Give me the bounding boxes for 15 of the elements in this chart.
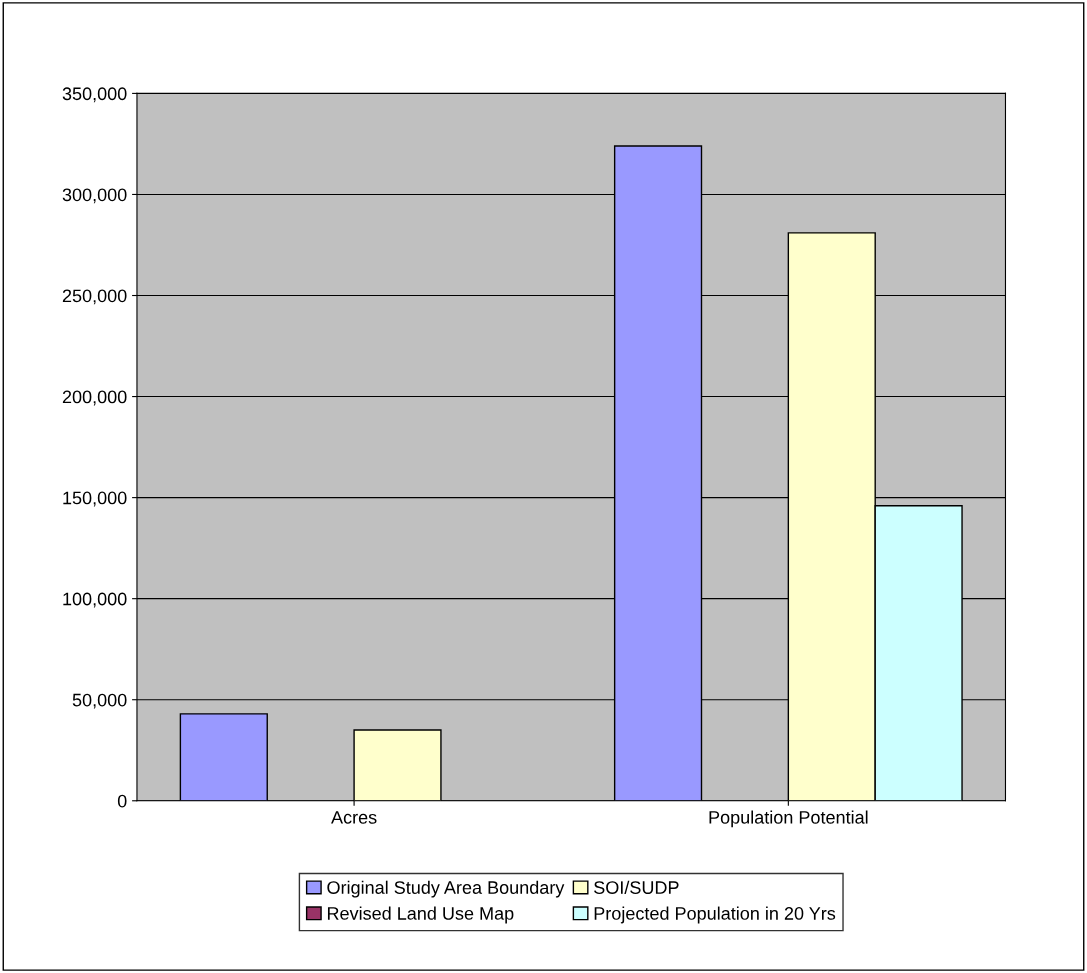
y-tick-label: 300,000 (62, 188, 127, 204)
x-tick-label: Population Potential (709, 810, 868, 828)
y-tick-label: 50,000 (72, 693, 127, 709)
x-tick-label: Acres (331, 811, 377, 824)
legend-label: Projected Population in 20 Yrs (594, 906, 836, 924)
bar (179, 713, 268, 801)
legend-label: SOI/SUDP (594, 880, 679, 894)
legend-label: Revised Land Use Map (327, 906, 514, 924)
y-tick-label: 350,000 (62, 87, 127, 103)
legend-label: Original Study Area Boundary (327, 880, 565, 898)
y-tick-label: 0 (117, 794, 127, 808)
y-tick-label: 100,000 (63, 592, 127, 608)
y-tick-label: 200,000 (62, 390, 127, 406)
y-tick-label: 150,000 (63, 491, 127, 507)
y-tick-label: 250,000 (62, 289, 127, 305)
